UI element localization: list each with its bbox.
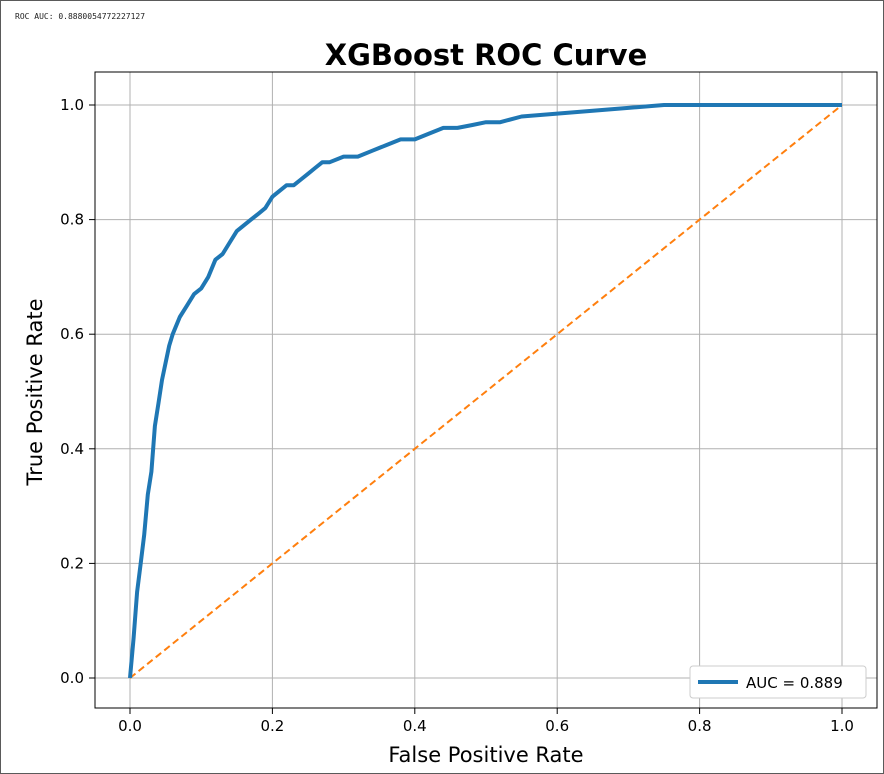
legend-label: AUC = 0.889 [746, 674, 843, 692]
y-tick-label: 0.6 [60, 325, 84, 343]
y-tick-label: 0.4 [60, 440, 84, 458]
roc-curve-line [128, 103, 842, 679]
y-tick-label: 0.0 [60, 669, 84, 687]
y-tick-label: 0.8 [60, 211, 84, 229]
ticks: 0.0 0.2 0.4 0.6 0.8 1.0 0.0 0.2 0.4 0.6 0.8 1.0 [60, 96, 854, 735]
x-axis-label: False Positive Rate [388, 743, 583, 767]
x-tick-label: 0.2 [260, 717, 284, 735]
x-tick-label: 0.0 [118, 717, 142, 735]
y-axis-label: True Positive Rate [23, 298, 47, 486]
series [128, 103, 843, 679]
y-tick-label: 0.2 [60, 554, 84, 572]
plot-area-border [94, 71, 878, 709]
x-tick-label: 1.0 [830, 717, 854, 735]
x-tick-label: 0.8 [688, 717, 712, 735]
legend: AUC = 0.889 [689, 665, 867, 699]
x-tick-label: 0.4 [403, 717, 427, 735]
chart-title: XGBoost ROC Curve [325, 38, 648, 72]
legend-box [689, 665, 867, 699]
grid [95, 72, 877, 708]
y-tick-label: 1.0 [60, 96, 84, 114]
x-tick-label: 0.6 [545, 717, 569, 735]
console-output: ROC AUC: 0.8880054772227127 [15, 12, 146, 21]
baseline-diagonal-line [129, 104, 843, 679]
